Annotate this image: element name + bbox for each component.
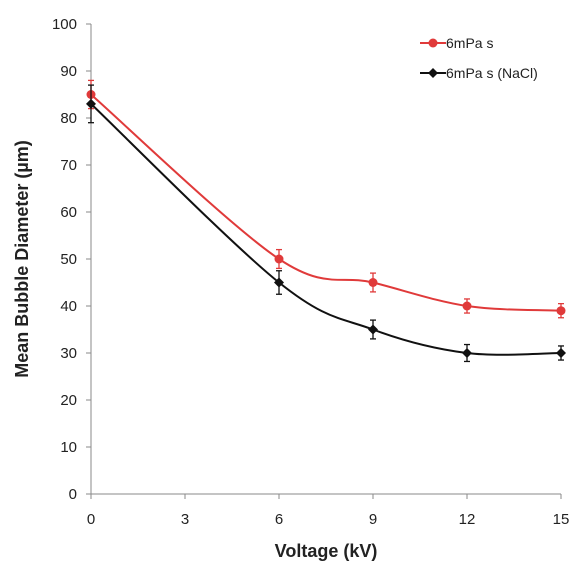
series-black [86, 84, 566, 363]
data-point [274, 277, 284, 288]
legend-entry: 6mPa s (NaCl) [420, 65, 538, 81]
series-layer [86, 79, 566, 363]
x-tick-label: 9 [369, 511, 377, 528]
data-point [462, 301, 472, 311]
x-tick-label: 12 [459, 511, 476, 528]
series-line [90, 93, 562, 312]
axis-ticks: 0 10 20 30 40 50 60 70 80 90 100 0 3 6 9 12 15 [52, 16, 569, 528]
x-axis-title: Voltage (kV) [275, 541, 378, 561]
y-tick-label: 50 [60, 251, 77, 268]
x-tick-label: 15 [553, 511, 570, 528]
series-red [86, 79, 566, 319]
y-tick-label: 100 [52, 16, 77, 33]
x-tick-label: 3 [181, 511, 189, 528]
data-point [274, 254, 284, 264]
legend-label: 6mPa s [446, 35, 493, 51]
y-tick-label: 0 [69, 486, 77, 503]
data-point [368, 278, 378, 287]
series-line [90, 103, 562, 356]
y-tick-label: 70 [60, 157, 77, 174]
data-point [462, 348, 472, 358]
x-tick-label: 6 [275, 511, 283, 528]
y-axis-title: Mean Bubble Diameter (µm) [12, 140, 32, 377]
data-point [556, 348, 566, 358]
legend-entry: 6mPa s [420, 35, 493, 51]
x-tick-label: 0 [87, 511, 95, 528]
legend-label: 6mPa s (NaCl) [446, 65, 538, 81]
data-point [556, 306, 566, 316]
data-point [368, 324, 378, 335]
legend: 6mPa s 6mPa s (NaCl) [420, 35, 538, 81]
y-tick-label: 40 [60, 298, 77, 315]
y-tick-label: 10 [60, 439, 77, 456]
y-tick-label: 30 [60, 345, 77, 362]
y-tick-label: 80 [60, 110, 77, 127]
legend-swatch-marker [428, 38, 438, 48]
y-tick-label: 90 [60, 63, 77, 80]
legend-swatch-marker [428, 68, 438, 78]
data-point [86, 98, 96, 109]
y-tick-label: 60 [60, 204, 77, 221]
y-tick-label: 20 [60, 392, 77, 409]
